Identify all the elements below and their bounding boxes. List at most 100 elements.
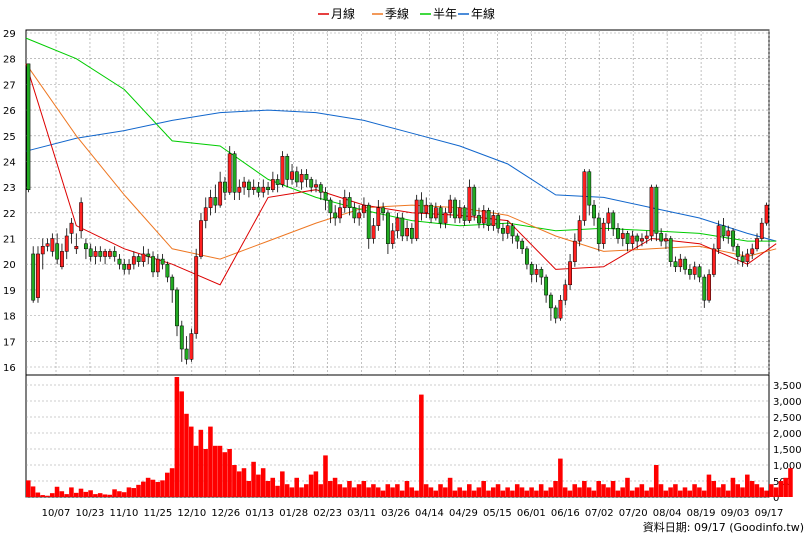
candle [620,228,625,247]
volume-bar [505,487,510,497]
candle-body-up [189,333,194,360]
candle-body-down [409,228,414,239]
candle [151,251,155,278]
candle [50,233,55,257]
candle [294,166,299,188]
candle [563,279,568,306]
price-plot-frame [25,29,770,376]
volume-bar [212,445,218,497]
volume-bar [251,461,256,497]
candle [328,197,333,224]
price-tick-label: 20 [3,260,16,271]
candle-body-up [750,248,755,255]
candle-body-up [218,181,223,206]
candle [687,264,692,280]
volume-bar [773,487,779,497]
volume-bar [673,484,678,497]
candle-body-up [74,245,79,250]
candle-body-up [716,225,721,250]
candle-body-down [462,207,467,221]
candle [764,202,769,226]
candle [582,169,587,226]
volume-bar [615,490,621,497]
volume-bar [356,484,362,497]
candle-body-down [592,204,596,219]
volume-bar [490,487,496,497]
volume-bar [548,487,554,497]
candle-body-down [146,253,151,257]
volume-bar [160,480,165,497]
candle-body-up [467,186,472,221]
date-tick-label: 12/26 [211,508,240,519]
volume-bar [706,474,712,497]
candle [750,243,755,260]
candle [213,184,218,213]
candle [716,220,721,254]
volume-tick-label: 1,000 [773,461,802,472]
candle-body-down [275,179,280,185]
candle-body-down [256,186,261,193]
candle [400,212,405,242]
candle [290,164,294,185]
volume-bar [93,494,98,497]
candle-body-up [563,284,568,301]
candle [79,197,84,239]
volume-bar [59,491,65,497]
candle [270,171,275,193]
candle [347,192,352,216]
candle-body-down [520,240,525,250]
candle [141,246,146,267]
candle-body-down [587,171,592,206]
candle [36,246,40,303]
candle-body-down [596,217,601,244]
candle-body-down [366,204,371,239]
candle [711,243,716,278]
candle [524,246,529,270]
candle [299,169,304,190]
candle [568,253,572,290]
candle [544,274,549,303]
candle [60,243,64,270]
candle [117,253,122,270]
candle-body-down [510,225,515,237]
price-tick-label: 29 [3,29,16,40]
candle [184,336,189,365]
candle [601,217,606,249]
candle-body-up [314,184,318,188]
candlesticks [26,63,769,365]
candle [208,189,213,216]
volume-bar [764,490,769,497]
volume-bar [649,487,654,497]
candle-body-down [687,269,692,275]
candle-body-up [237,186,242,193]
candle [242,176,247,195]
candle [481,205,486,229]
candle-body-up [707,274,712,301]
volume-bar [112,489,117,497]
candle [649,184,654,242]
candle [443,207,448,229]
volume-bar [409,487,415,497]
volume-bar [514,484,520,497]
volume-bar [534,490,539,497]
volume-bar [495,484,501,497]
volume-bar [610,481,616,497]
candle-body-down [347,197,352,208]
candle-body-down [697,266,702,278]
candle [352,202,357,224]
candle [93,246,98,265]
volume-bar [232,465,237,497]
candle-body-up [60,251,64,268]
candle-body-down [659,233,664,242]
candle [160,253,165,270]
candle [275,174,280,193]
volume-bar [481,481,486,497]
candle [702,274,707,308]
candle-body-down [438,207,443,224]
candle-body-up [107,251,112,257]
volume-bar [399,490,405,497]
date-tick-label: 04/14 [415,508,444,519]
volume-bar [769,484,774,497]
candle [362,197,366,218]
